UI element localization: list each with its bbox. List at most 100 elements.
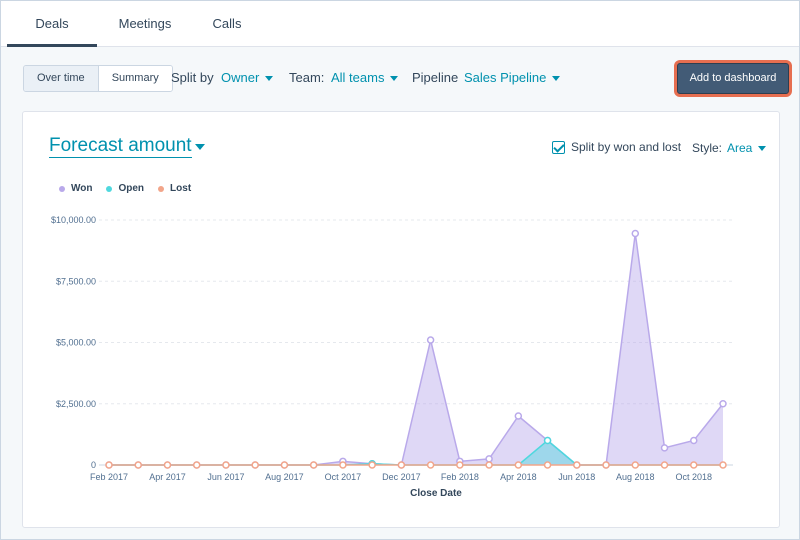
data-point-won <box>309 461 318 469</box>
legend-label-lost: Lost <box>170 183 192 194</box>
data-point-lost <box>368 461 376 469</box>
data-point-won <box>280 461 289 469</box>
data-point-lost <box>397 461 406 469</box>
x-tick-label: Jun 2017 <box>207 472 244 482</box>
data-point-won <box>105 461 113 469</box>
data-point-won <box>602 461 610 469</box>
x-tick-label: Apr 2018 <box>500 472 537 482</box>
y-tick-label: $5,000.00 <box>56 338 96 348</box>
series-area-won <box>109 233 723 465</box>
data-point-lost <box>426 461 435 469</box>
split-won-lost-label[interactable]: Split by won and lost <box>571 140 682 154</box>
data-point-lost <box>251 461 259 469</box>
team-label: Team: <box>289 70 325 85</box>
data-point-lost <box>573 461 581 469</box>
x-axis-label: Close Date <box>410 488 462 499</box>
x-tick-label: Apr 2017 <box>149 472 186 482</box>
data-point-won <box>339 457 347 466</box>
y-tick-label: $2,500.00 <box>56 399 96 409</box>
data-point-won <box>397 461 406 469</box>
data-point-won <box>631 229 640 238</box>
over-time-toggle[interactable]: Over time <box>24 66 99 91</box>
data-point-won <box>134 461 142 469</box>
data-point-lost <box>339 461 347 469</box>
legend-item-open[interactable]: Open <box>106 183 144 194</box>
y-tick-label: $7,500.00 <box>56 276 96 286</box>
legend-label-open: Open <box>118 183 145 194</box>
style-dropdown[interactable]: Area <box>727 141 767 155</box>
chevron-down-icon <box>265 76 274 82</box>
data-point-won <box>426 336 435 344</box>
x-tick-label: Feb 2017 <box>90 472 128 482</box>
data-point-lost <box>192 461 201 469</box>
data-point-won <box>222 461 230 469</box>
chevron-down-icon <box>390 76 399 82</box>
data-point-won <box>514 412 523 420</box>
split-by-value: Owner <box>221 70 260 85</box>
pipeline-label: Pipeline <box>412 70 459 85</box>
x-tick-label: Oct 2017 <box>325 472 362 482</box>
series-line-won <box>109 233 724 466</box>
data-point-won <box>690 436 698 445</box>
chart-legend: Won Open Lost <box>59 183 205 194</box>
data-point-lost <box>163 461 172 469</box>
tab-deals[interactable]: Deals <box>7 1 97 47</box>
data-point-won <box>192 461 201 469</box>
legend-label-won: Won <box>71 183 93 194</box>
data-point-won <box>251 461 259 469</box>
legend-item-won[interactable]: Won <box>59 183 92 194</box>
style-value: Area <box>727 141 753 155</box>
split-by-label: Split by <box>171 70 214 85</box>
chevron-down-icon <box>758 146 767 152</box>
split-by-dropdown[interactable]: Owner <box>221 70 274 85</box>
data-point-lost <box>719 461 727 469</box>
chevron-down-icon[interactable] <box>195 144 205 150</box>
chevron-down-icon <box>552 76 561 82</box>
report-tabs: Deals Meetings Calls <box>1 1 799 47</box>
legend-dot-open <box>106 185 113 192</box>
series-area-open <box>109 440 723 465</box>
legend-dot-lost <box>158 185 165 192</box>
pipeline-dropdown[interactable]: Sales Pipeline <box>464 70 561 85</box>
data-point-lost <box>485 461 493 469</box>
data-point-won <box>573 461 581 469</box>
report-title-dropdown[interactable]: Forecast amount <box>49 135 192 158</box>
legend-dot-won <box>59 185 65 192</box>
data-point-won <box>163 461 172 469</box>
team-dropdown[interactable]: All teams <box>331 70 399 85</box>
data-point-lost <box>456 461 464 469</box>
data-point-lost <box>514 461 523 469</box>
team-value: All teams <box>331 70 385 85</box>
y-tick-label: 0 <box>91 460 96 470</box>
data-point-lost <box>134 461 142 469</box>
legend-item-lost[interactable]: Lost <box>158 183 191 194</box>
data-point-won <box>719 400 727 408</box>
data-point-open <box>368 460 376 468</box>
x-tick-label: Dec 2017 <box>382 472 421 482</box>
data-point-lost <box>280 461 289 469</box>
data-point-won <box>368 460 376 468</box>
x-tick-label: Feb 2018 <box>441 472 479 482</box>
filter-bar: Over time Summary Split by Owner Team: A… <box>1 57 799 101</box>
series-line-open <box>109 439 723 466</box>
view-toggle: Over time Summary <box>23 65 173 92</box>
x-tick-label: Oct 2018 <box>675 472 712 482</box>
y-tick-label: $10,000.00 <box>51 215 96 225</box>
data-point-won <box>485 455 493 463</box>
summary-toggle[interactable]: Summary <box>98 66 172 91</box>
pipeline-value: Sales Pipeline <box>464 70 547 85</box>
data-point-lost <box>602 461 610 469</box>
data-point-open <box>543 436 552 445</box>
data-point-lost <box>543 461 552 469</box>
tab-meetings[interactable]: Meetings <box>118 16 172 31</box>
data-point-lost <box>105 461 113 469</box>
data-point-won <box>660 444 669 452</box>
add-to-dashboard-button[interactable]: Add to dashboard <box>677 63 789 94</box>
split-won-lost-checkbox[interactable] <box>552 141 565 154</box>
tab-calls[interactable]: Calls <box>212 16 242 31</box>
report-card: Forecast amount Split by won and lost St… <box>22 111 780 528</box>
x-tick-label: Aug 2018 <box>616 472 655 482</box>
data-point-lost <box>309 461 318 469</box>
data-point-won <box>456 457 464 466</box>
